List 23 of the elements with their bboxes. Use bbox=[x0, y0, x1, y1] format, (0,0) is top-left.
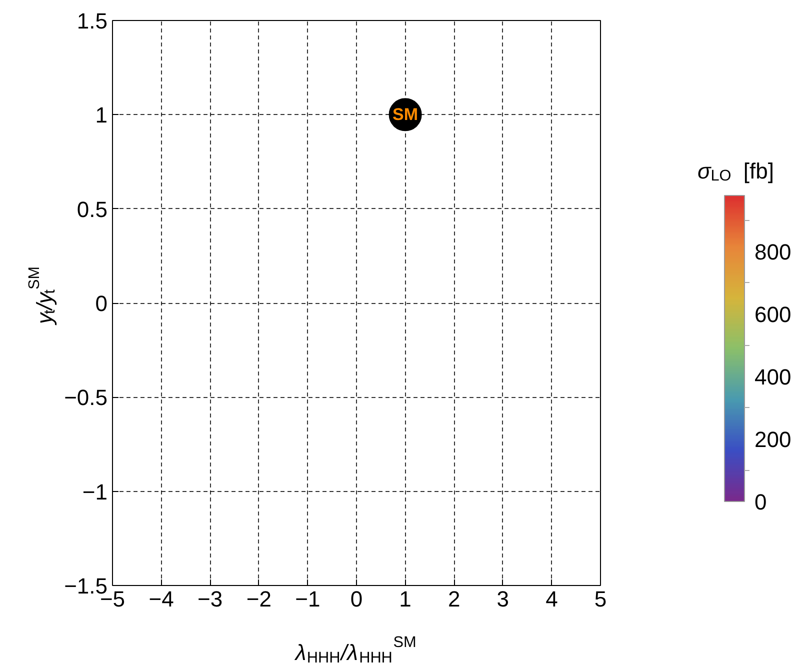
y-tick-label: −0.5 bbox=[64, 385, 108, 410]
x-tick-label: −2 bbox=[246, 586, 272, 612]
x-tick-label: −1 bbox=[295, 586, 320, 612]
series-label: SM bbox=[392, 105, 418, 124]
x-tick-label: 5 bbox=[594, 586, 607, 612]
y-tick-label: 1 bbox=[95, 102, 108, 128]
x-tick-label: 0 bbox=[350, 586, 363, 612]
color-bar-label: 400 bbox=[754, 364, 792, 390]
y-axis-title: yt/ytSM bbox=[26, 266, 58, 326]
x-tick-label: −4 bbox=[148, 586, 174, 612]
x-tick-label: 4 bbox=[546, 586, 558, 612]
color-bar-label: 600 bbox=[754, 302, 792, 328]
y-tick-label: 0 bbox=[95, 291, 108, 316]
color-bar-label: 800 bbox=[754, 240, 792, 265]
x-tick-label: −3 bbox=[198, 586, 223, 612]
x-tick-label: 2 bbox=[448, 586, 460, 612]
color-bar-label: 200 bbox=[754, 427, 792, 452]
y-tick-label: −1 bbox=[82, 479, 108, 504]
y-tick-label: 0.5 bbox=[76, 196, 108, 222]
x-tick-label: 1 bbox=[399, 586, 412, 612]
x-tick-label: 3 bbox=[496, 586, 510, 612]
y-tick-label: 1.5 bbox=[76, 8, 108, 34]
color-bar-label: 0 bbox=[754, 490, 767, 514]
